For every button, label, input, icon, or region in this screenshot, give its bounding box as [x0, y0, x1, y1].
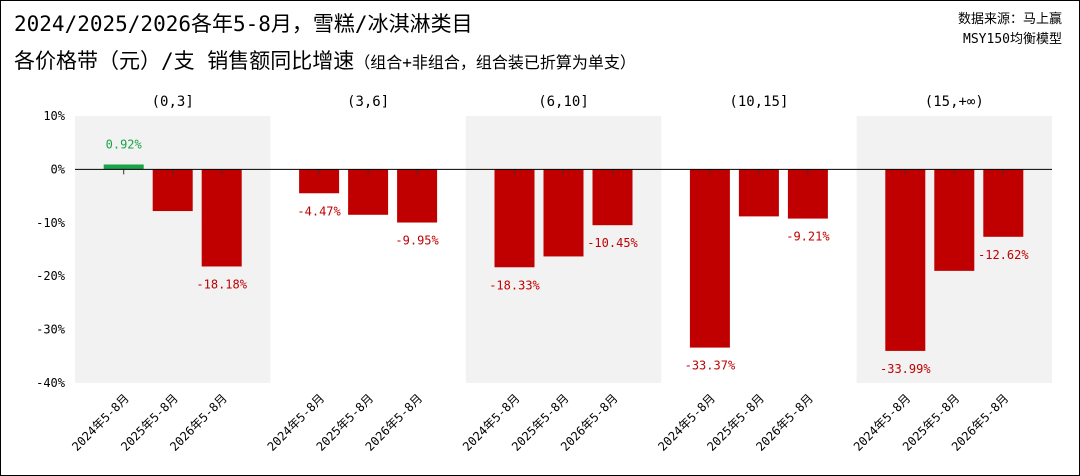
bar — [885, 169, 926, 351]
group-label: (0,3] — [152, 94, 194, 110]
bar — [397, 169, 438, 223]
model-label: MSY150均衡模型 — [963, 32, 1062, 47]
group-label: (3,6] — [347, 94, 389, 110]
y-tick-label: -20% — [36, 269, 66, 283]
bar — [494, 169, 535, 268]
data-label: -9.95% — [395, 234, 439, 248]
group-label: (6,10] — [538, 94, 589, 110]
bar — [152, 169, 193, 212]
group-label: (15,+∞) — [925, 94, 984, 110]
y-tick-label: -30% — [36, 323, 66, 337]
y-tick-label: -40% — [36, 376, 66, 390]
bar — [738, 169, 779, 217]
group-label: (10,15] — [729, 94, 788, 110]
data-label: -18.33% — [489, 278, 540, 292]
data-label: -9.21% — [786, 230, 830, 244]
y-tick-label: 0% — [51, 162, 66, 176]
y-tick-label: 10% — [43, 109, 65, 123]
chart-title-line-1: 2024/2025/2026各年5-8月，雪糕/冰淇淋类目 — [14, 12, 473, 36]
data-label: -18.18% — [196, 277, 247, 291]
bar — [299, 169, 340, 194]
data-label: -12.62% — [978, 248, 1029, 262]
chart-title-line-2: 各价格带（元）/支 销售额同比增速（组合+非组合，组合装已折算为单支） — [14, 45, 636, 75]
data-label: -10.45% — [587, 236, 638, 250]
source-label: 数据来源：马上赢 — [957, 12, 1062, 27]
bar — [592, 169, 633, 226]
data-label: -33.37% — [685, 359, 736, 373]
bar — [348, 169, 389, 215]
data-label: -4.47% — [297, 204, 341, 218]
bar — [934, 169, 975, 271]
chart-title-note: （组合+非组合，组合装已折算为单支） — [354, 53, 636, 72]
y-tick-label: -10% — [36, 216, 66, 230]
chart-title-main: 各价格带（元）/支 销售额同比增速 — [14, 49, 355, 73]
data-label: -33.99% — [880, 362, 931, 376]
bar — [543, 169, 584, 257]
bar — [201, 169, 242, 267]
bar — [103, 164, 144, 170]
data-label: 0.92% — [106, 137, 143, 151]
bar — [983, 169, 1024, 237]
bar — [689, 169, 730, 348]
bar — [787, 169, 828, 219]
